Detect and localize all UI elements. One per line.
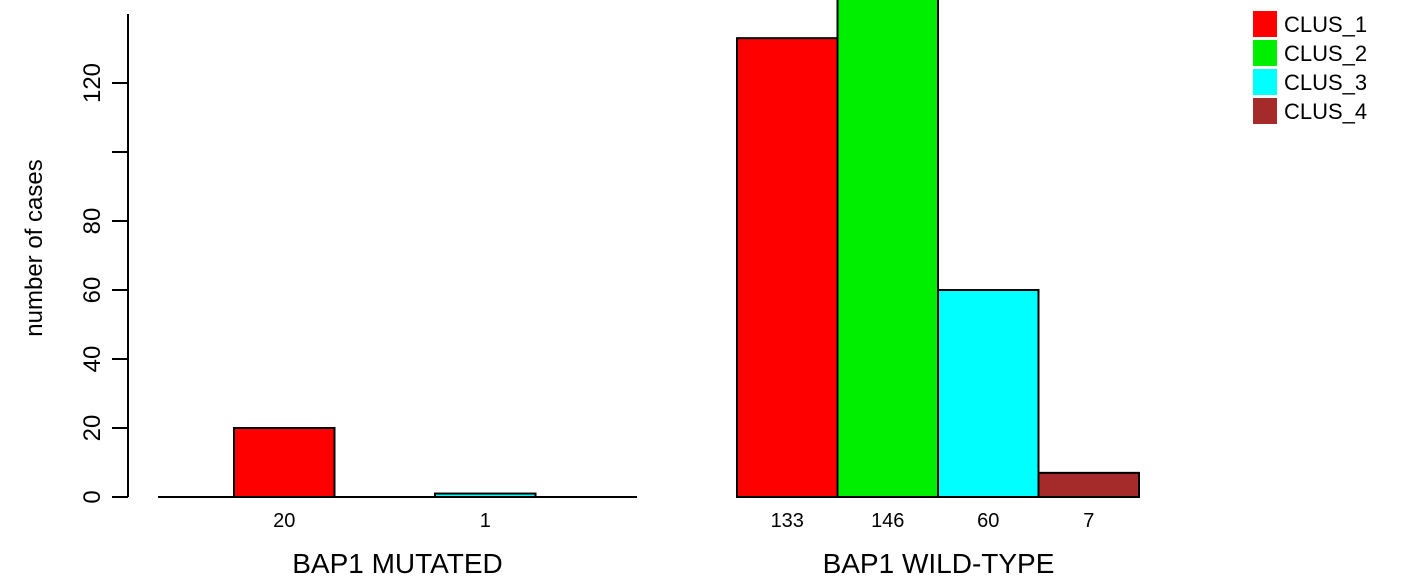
group-label: BAP1 MUTATED (292, 548, 503, 579)
count-label: 20 (273, 510, 295, 532)
y-axis: 0 20 40 60 80 120 (79, 14, 129, 504)
y-tick-label: 0 (79, 490, 106, 503)
group-labels: BAP1 MUTATED BAP1 WILD-TYPE (292, 548, 1054, 579)
legend-label: CLUS_3 (1284, 70, 1367, 95)
y-tick-label: 20 (79, 415, 106, 442)
legend-label: CLUS_2 (1284, 41, 1367, 66)
y-axis-label: number of cases (21, 159, 48, 336)
bar (233, 427, 336, 498)
count-label: 146 (871, 510, 904, 532)
bar (937, 289, 1040, 498)
legend-swatch (1253, 40, 1277, 66)
count-label: 1 (480, 510, 491, 532)
y-tick-label: 40 (79, 346, 106, 373)
legend-swatch (1253, 69, 1277, 95)
bar (736, 37, 839, 499)
bar (836, 0, 939, 498)
bars (233, 0, 1140, 499)
y-tick-label: 60 (79, 277, 106, 304)
legend-swatch (1253, 11, 1277, 37)
y-tick-label: 120 (79, 63, 106, 103)
count-label: 60 (977, 510, 999, 532)
count-labels: 20 1 133 146 60 7 (273, 510, 1094, 532)
y-tick-label: 80 (79, 208, 106, 235)
bar (1037, 471, 1140, 499)
legend-label: CLUS_4 (1284, 99, 1367, 124)
count-label: 133 (771, 510, 804, 532)
legend: CLUS_1 CLUS_2 CLUS_3 CLUS_4 (1253, 11, 1367, 124)
group-label: BAP1 WILD-TYPE (823, 548, 1055, 579)
legend-swatch (1253, 98, 1277, 124)
count-label: 7 (1083, 510, 1094, 532)
legend-label: CLUS_1 (1284, 12, 1367, 37)
